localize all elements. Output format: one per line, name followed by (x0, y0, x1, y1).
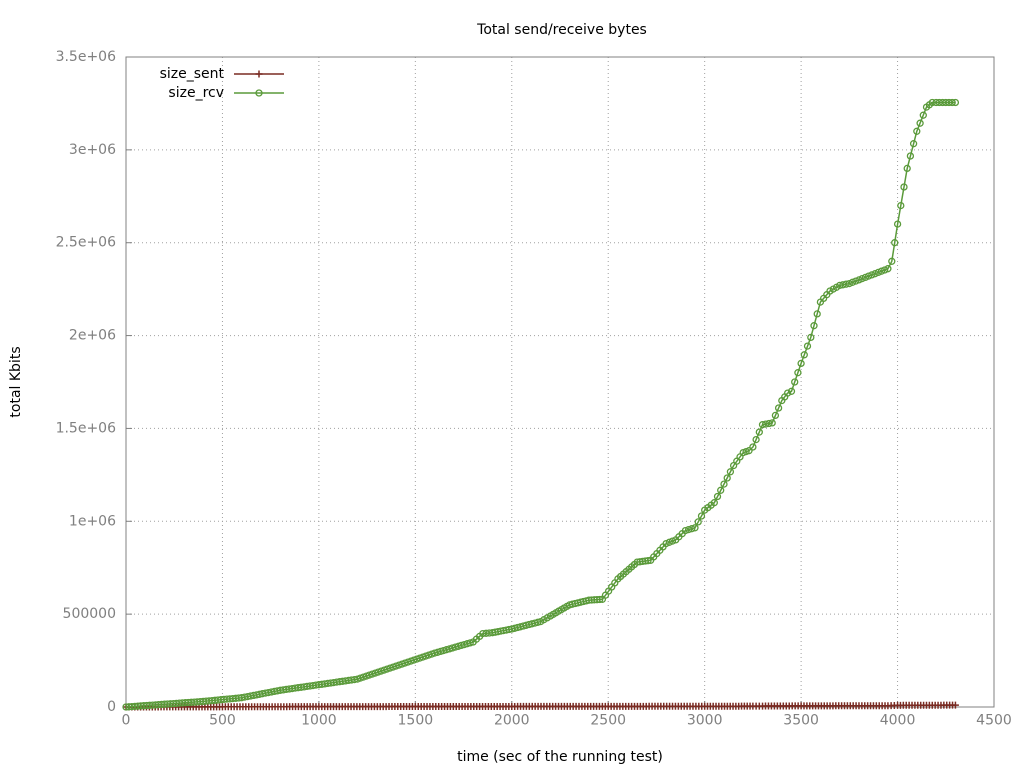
data-point (713, 492, 722, 501)
x-tick-label: 3000 (687, 713, 723, 729)
data-point (877, 267, 886, 275)
x-tick-label: 3500 (783, 713, 819, 729)
data-point (913, 127, 921, 135)
data-point (783, 389, 792, 397)
data-point (842, 280, 850, 288)
legend: size_sent size_rcv (160, 66, 284, 101)
x-axis-label: time (sec of the running test) (457, 749, 663, 765)
y-axis-label: total Kbits (8, 346, 24, 417)
data-point (903, 164, 911, 173)
series-layer (122, 98, 960, 711)
y-tick-label: 1.5e+06 (56, 420, 117, 436)
y-tick-label: 2e+06 (69, 328, 116, 344)
data-point (534, 618, 542, 626)
legend-label: size_rcv (168, 85, 224, 101)
y-tick-label: 3.5e+06 (56, 49, 117, 65)
data-point (787, 387, 796, 395)
data-point (710, 499, 718, 507)
tick-layer: 0 500 1000 1500 2000 2500 3000 3500 4000 4500 0 500… (56, 49, 1012, 729)
legend-marker (255, 89, 263, 97)
data-point (717, 486, 725, 494)
data-point (644, 557, 652, 565)
chart-title: Total send/receive bytes (476, 22, 647, 38)
data-point (800, 351, 808, 359)
data-point (771, 411, 780, 420)
data-point (848, 278, 857, 286)
data-point (864, 272, 873, 280)
x-tick-label: 2000 (494, 713, 530, 729)
data-point (723, 474, 731, 482)
data-point (758, 421, 767, 429)
y-tick-label: 0 (107, 699, 116, 715)
data-point (791, 378, 799, 386)
data-point (810, 322, 818, 330)
data-point (720, 480, 728, 488)
series-size_rcv (122, 98, 960, 711)
data-point (755, 428, 763, 436)
grid-layer (126, 57, 994, 707)
data-point (900, 183, 908, 191)
data-point (948, 98, 956, 107)
data-point (684, 525, 693, 534)
data-point (694, 518, 702, 526)
data-point (858, 274, 866, 283)
data-point (891, 239, 899, 247)
data-point (665, 538, 673, 546)
data-point (752, 435, 760, 444)
data-point (951, 98, 960, 107)
x-tick-label: 4500 (976, 713, 1012, 729)
data-point (807, 333, 815, 342)
x-tick-label: 4000 (880, 713, 916, 729)
data-point (868, 271, 876, 279)
data-point (888, 257, 896, 265)
data-point (884, 265, 892, 273)
y-tick-label: 1e+06 (69, 513, 116, 529)
data-point (688, 525, 696, 533)
data-point (765, 419, 773, 428)
data-point (928, 98, 936, 107)
data-point (893, 220, 902, 228)
legend-label: size_sent (160, 66, 225, 82)
data-point (774, 404, 783, 412)
plot-frame (125, 56, 995, 708)
data-point (906, 152, 915, 160)
data-point (951, 701, 959, 709)
data-point (596, 595, 604, 604)
x-tick-label: 0 (122, 713, 131, 729)
y-tick-label: 3e+06 (69, 142, 116, 158)
data-point (745, 447, 753, 455)
x-tick-label: 2500 (590, 713, 626, 729)
data-point (813, 310, 821, 318)
data-point (852, 277, 860, 285)
data-point (794, 369, 802, 377)
data-point (797, 359, 805, 368)
y-tick-label: 500000 (63, 606, 116, 622)
series-size_sent (122, 701, 959, 711)
legend-item-size_sent: size_sent (160, 66, 284, 82)
data-point (916, 119, 924, 127)
data-point (668, 537, 677, 545)
legend-item-size_rcv: size_rcv (168, 85, 284, 101)
data-point (726, 468, 735, 476)
x-tick-label: 1500 (398, 713, 434, 729)
data-point (762, 420, 770, 428)
data-point (909, 140, 918, 148)
y-tick-label: 2.5e+06 (56, 235, 117, 251)
x-tick-label: 500 (209, 713, 236, 729)
x-tick-label: 1000 (301, 713, 337, 729)
data-point (803, 342, 812, 350)
legend-marker (255, 70, 263, 78)
data-point (681, 526, 690, 535)
data-point (697, 512, 706, 520)
data-point (919, 111, 927, 119)
data-point (749, 443, 757, 451)
data-point (897, 201, 905, 210)
data-point (466, 639, 474, 647)
data-point (874, 268, 882, 277)
data-point (691, 524, 699, 532)
data-point (768, 419, 776, 427)
series-line (125, 101, 956, 708)
